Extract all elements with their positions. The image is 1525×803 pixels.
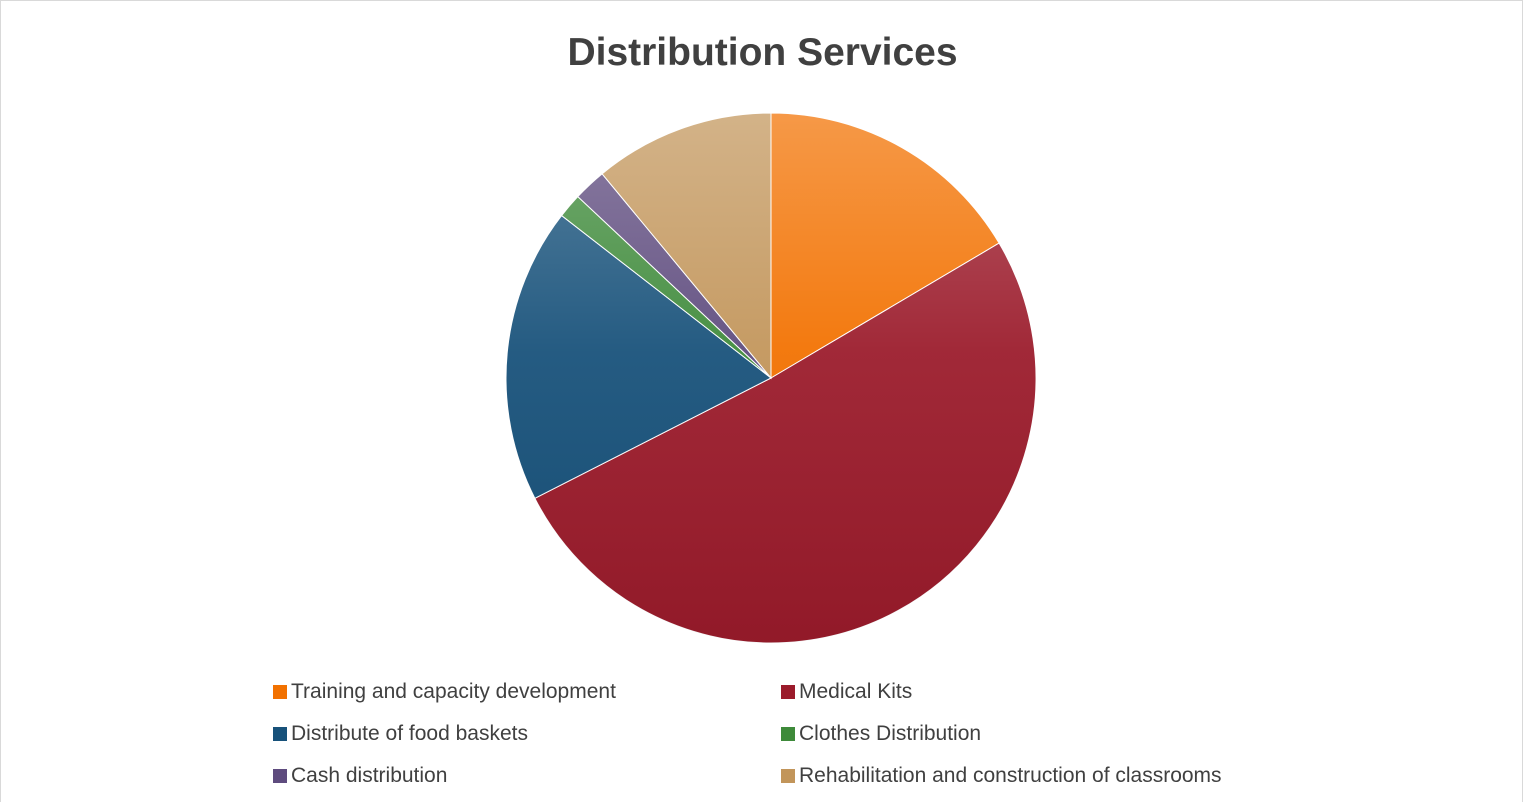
legend-label: Distribute of food baskets <box>291 721 528 745</box>
legend-swatch <box>273 684 287 699</box>
legend-item: Distribute of food baskets <box>273 719 781 748</box>
legend-swatch <box>273 726 287 741</box>
legend-item: Medical Kits <box>781 677 1281 706</box>
legend-swatch <box>781 684 795 699</box>
legend-item: Clothes Distribution <box>781 719 1281 748</box>
legend-label: Cash distribution <box>291 763 448 787</box>
chart-title: Distribution Services <box>567 31 958 74</box>
legend-label: Clothes Distribution <box>799 721 982 745</box>
legend-item: Training and capacity development <box>273 677 781 706</box>
legend-swatch <box>781 726 795 741</box>
legend-item: Rehabilitation and construction of class… <box>781 761 1281 790</box>
legend-item: Cash distribution <box>273 761 781 790</box>
legend-swatch <box>273 768 287 783</box>
legend-label: Training and capacity development <box>291 679 616 703</box>
legend-label: Rehabilitation and construction of class… <box>799 763 1222 787</box>
legend-swatch <box>781 768 795 783</box>
chart-legend: Training and capacity development Medical… <box>273 677 1273 790</box>
legend-label: Medical Kits <box>799 679 913 703</box>
